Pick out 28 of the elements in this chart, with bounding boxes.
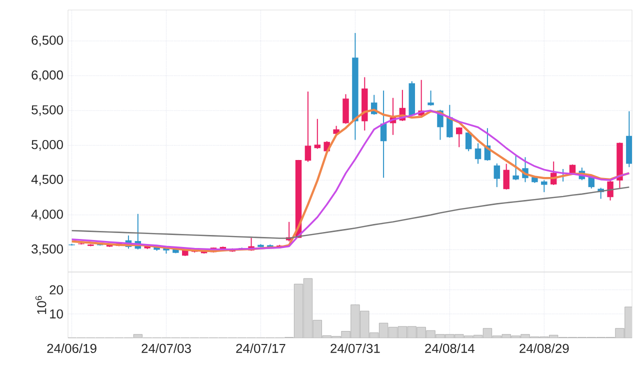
y-tick-label: 5,500 [32,105,63,116]
y-axis-title: 10$^{6}$ [35,296,46,314]
candlestick [607,180,614,201]
y-tick-label: 4,500 [31,174,63,186]
candlestick [314,118,321,150]
y-tick-label: 10 [50,309,63,318]
candlestick [503,163,510,190]
candlestick [474,142,482,164]
candlestick [446,104,453,138]
y-tick-label: 20 [50,285,63,294]
x-tick-label: 24/08/29 [520,344,569,354]
x-tick-label: 24/06/19 [47,344,96,354]
y-tick-label: 3,500 [32,244,63,256]
y-tick-label: 5,000 [32,140,63,151]
candlestick [304,91,312,162]
candlestick [512,155,519,181]
x-tick-label: 24/07/03 [142,344,191,354]
y-tick-label: 4,000 [31,210,63,220]
y-tick-label: 6,500 [32,36,63,46]
x-tick-label: 24/07/17 [236,344,286,354]
candlestick [428,90,434,106]
candlestick [456,126,462,148]
y-tick-label: 6,000 [32,70,63,82]
candlestick [494,162,500,188]
candlestick [541,180,548,193]
x-tick-label: 24/07/31 [330,344,380,354]
candlestick [465,132,472,152]
x-tick-label: 24/08/14 [425,344,475,354]
